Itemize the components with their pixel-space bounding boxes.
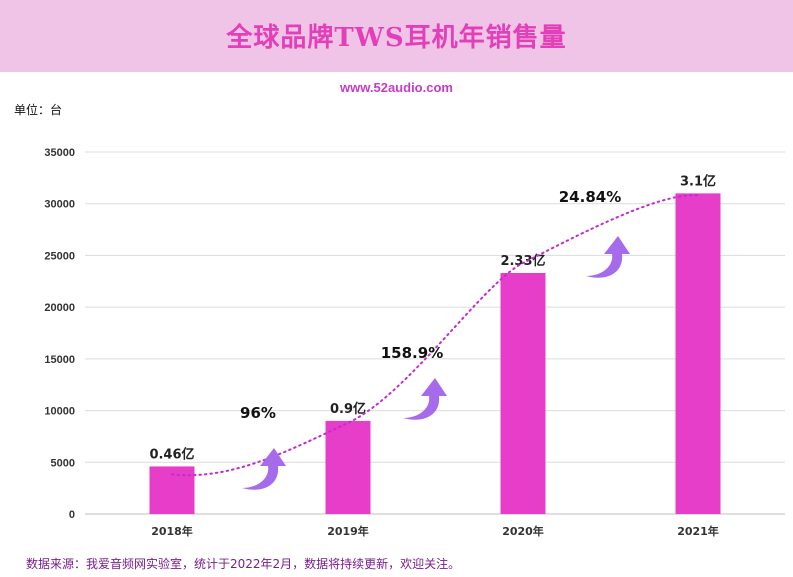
trend-line: [171, 194, 699, 477]
y-tick-label: 30000: [44, 199, 75, 211]
growth-rate-label: 96%: [240, 404, 276, 422]
y-tick-label: 35000: [44, 147, 75, 159]
header-banner: [0, 0, 793, 72]
y-axis-ticks: 0 5000 10000 15000 20000 25000 30000 35000: [44, 147, 75, 521]
grid-lines: [85, 151, 785, 515]
bar-2019年: [325, 420, 371, 514]
bar-2021年: [675, 193, 721, 514]
bar-2020年: [500, 273, 546, 514]
x-category-label: 2020年: [502, 524, 544, 538]
y-tick-label: 25000: [44, 250, 75, 262]
growth-arrow-icon: [586, 236, 630, 278]
source-footnote: 数据来源：我爱音频网实验室，统计于2022年2月，数据将持续更新，欢迎关注。: [26, 557, 461, 571]
y-tick-label: 10000: [44, 406, 75, 418]
y-tick-label: 0: [69, 509, 75, 521]
y-tick-label: 20000: [44, 302, 75, 314]
x-category-label: 2021年: [677, 524, 719, 538]
growth-arrow-shape: [403, 378, 447, 420]
growth-annotations: 96% 158.9% 24.84%: [240, 188, 630, 490]
bars: [149, 193, 721, 514]
x-axis-categories: 2018年 2019年 2020年 2021年: [151, 524, 719, 538]
bar-value-label: 3.1亿: [680, 173, 716, 189]
y-tick-label: 15000: [44, 354, 75, 366]
growth-arrow-shape: [242, 448, 286, 490]
bar-value-label: 0.46亿: [149, 446, 194, 462]
unit-label: 单位：台: [14, 103, 63, 117]
x-category-label: 2019年: [327, 524, 369, 538]
y-tick-label: 5000: [51, 457, 75, 469]
website-label[interactable]: www.52audio.com: [340, 80, 453, 95]
chart-title: 全球品牌TWS耳机年销售量: [226, 23, 567, 53]
growth-rate-label: 24.84%: [559, 188, 621, 206]
growth-rate-label: 158.9%: [381, 344, 443, 362]
growth-arrow-icon: [242, 448, 286, 490]
x-category-label: 2018年: [151, 524, 193, 538]
growth-arrow-icon: [403, 378, 447, 420]
bar-value-label: 0.9亿: [330, 401, 366, 417]
growth-arrow-shape: [586, 236, 630, 278]
